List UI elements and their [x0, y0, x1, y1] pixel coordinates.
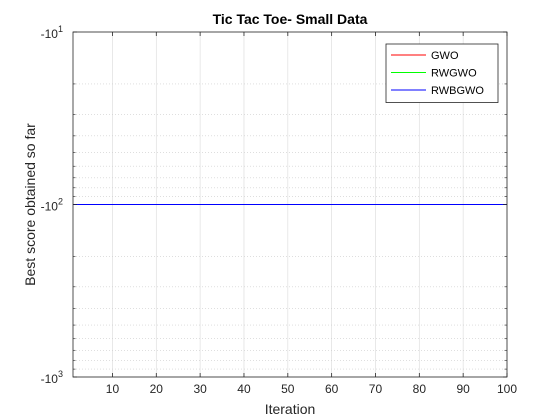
x-tick-label: 10 [106, 382, 120, 396]
y-tick-label: -102 [41, 197, 63, 214]
legend-box [385, 43, 499, 103]
x-tick-label: 70 [369, 382, 383, 396]
x-axis-label: Iteration [265, 401, 316, 417]
x-tick-label: 100 [497, 382, 517, 396]
legend: GWO RWGWO RWBGWO [385, 43, 499, 103]
y-tick-label: -103 [41, 369, 63, 386]
y-axis-label: Best score obtained so far [22, 123, 38, 286]
x-tick-label: 90 [456, 382, 470, 396]
x-tick-label: 60 [325, 382, 339, 396]
legend-label: GWO [431, 50, 459, 62]
x-tick-label: 20 [150, 382, 164, 396]
x-tick-label: 80 [413, 382, 427, 396]
x-tick-label: 30 [193, 382, 207, 396]
x-tick-label: 40 [237, 382, 251, 396]
legend-label: RWBGWO [431, 85, 484, 97]
x-tick-label: 50 [281, 382, 295, 396]
ticks: 10 20 30 40 50 60 70 80 90 100 -101 -102 -103 [41, 24, 518, 396]
y-tick-label: -101 [41, 24, 63, 41]
chart-title: Tic Tac Toe- Small Data [213, 11, 368, 27]
legend-label: RWGWO [431, 68, 477, 80]
